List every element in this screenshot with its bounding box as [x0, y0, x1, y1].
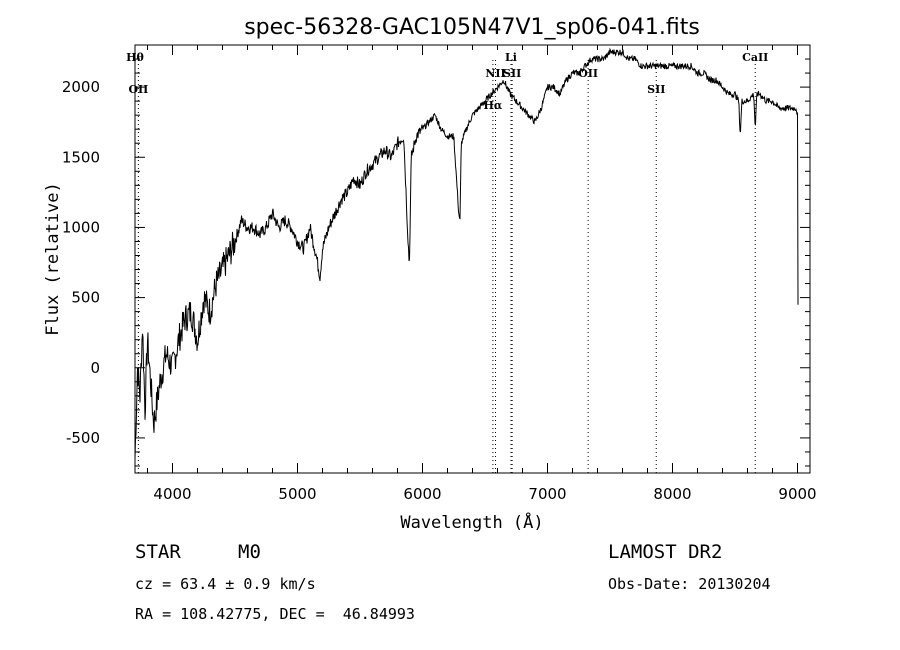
flux-series-line	[134, 47, 799, 460]
y-tick-label: 500	[71, 289, 100, 307]
y-tick-label: 1000	[62, 218, 100, 236]
plot-frame	[134, 44, 811, 474]
object-subclass: M0	[238, 541, 261, 563]
spectral-line-label: Li	[505, 51, 517, 64]
spectral-line-label: Hθ	[126, 51, 144, 64]
x-axis-label: Wavelength (Å)	[400, 511, 543, 533]
spectral-line-label: SII	[503, 67, 521, 80]
x-tick-label: 8000	[653, 485, 691, 503]
survey-name: LAMOST DR2	[608, 541, 723, 563]
y-tick-label: -500	[66, 429, 100, 447]
coordinates-readout: RA = 108.42775, DEC = 46.84993	[135, 605, 415, 623]
y-axis-label: Flux (relative)	[43, 182, 63, 336]
x-tick-label: 7000	[528, 485, 566, 503]
observation-date: Obs-Date: 20130204	[608, 575, 771, 593]
x-tick-label: 6000	[403, 485, 441, 503]
spectral-line-label: OII	[128, 83, 148, 96]
x-tick-label: 5000	[278, 485, 316, 503]
spectral-line-label: SII	[647, 83, 665, 96]
y-tick-label: 0	[90, 359, 100, 377]
axis-ticks: 4000 5000 6000 7000 8000 9000 -500 0 500 1000 1500…	[62, 44, 817, 503]
spectrum-series	[134, 47, 799, 460]
chart-title: spec-56328-GAC105N47V1_sp06-041.fits	[244, 15, 700, 40]
x-tick-label: 4000	[153, 485, 191, 503]
y-tick-label: 1500	[62, 148, 100, 166]
spectral-line-label: Hα	[483, 99, 502, 112]
spectral-line-label: NII	[485, 67, 505, 80]
redshift-readout: cz = 63.4 ± 0.9 km/s	[135, 575, 316, 593]
object-class: STAR	[135, 541, 181, 563]
spectral-line-label: CaII	[742, 51, 768, 64]
y-tick-label: 2000	[62, 78, 100, 96]
x-tick-label: 9000	[778, 485, 816, 503]
